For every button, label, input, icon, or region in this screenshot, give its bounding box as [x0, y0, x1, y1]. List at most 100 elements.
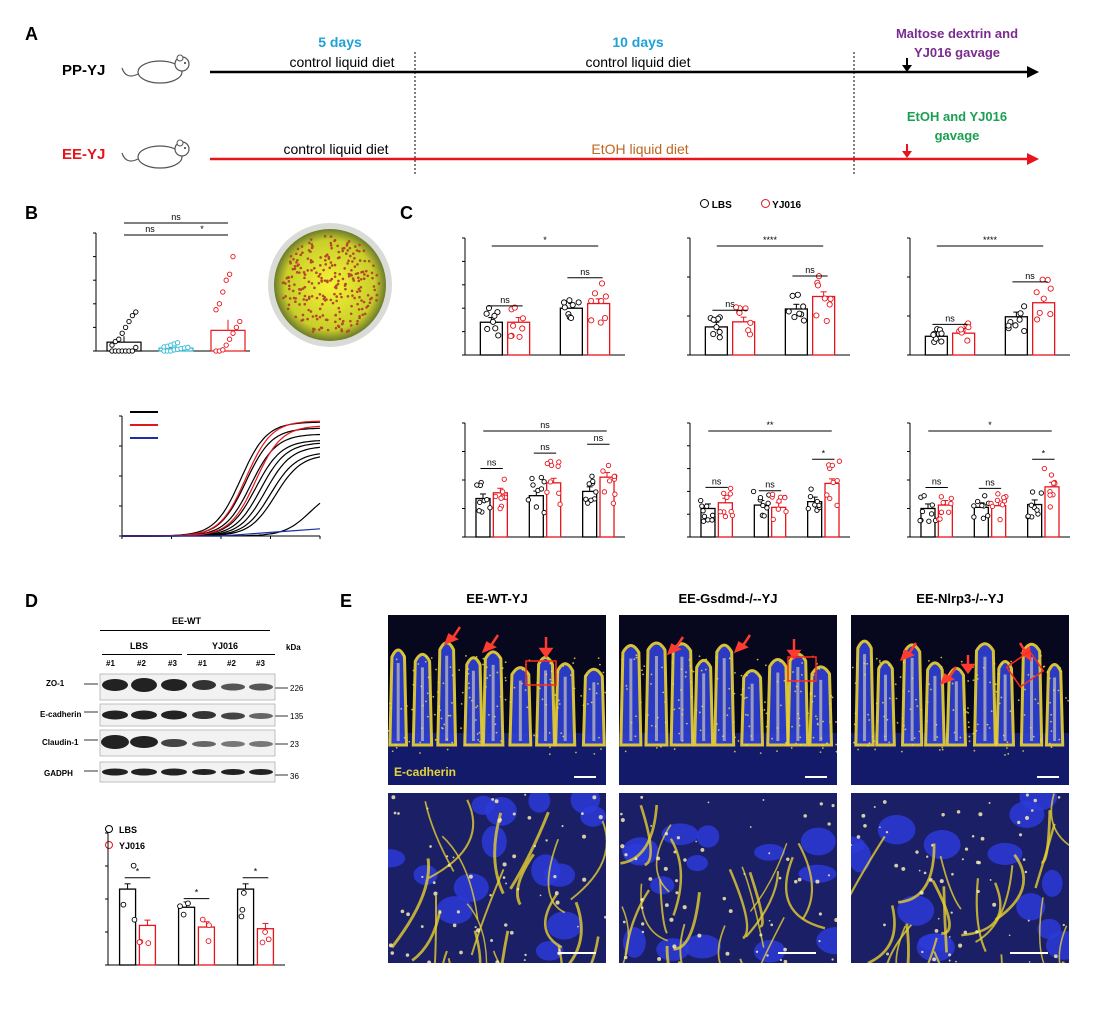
colony	[341, 250, 344, 253]
colony	[351, 294, 354, 297]
data-point	[792, 314, 797, 319]
ee-yj-label: EE-YJ	[62, 146, 105, 163]
data-point	[520, 326, 525, 331]
data-point	[498, 506, 502, 510]
pp-gavage-label: Maltose dextrin and YJ016 gavage	[872, 24, 1042, 62]
colony	[358, 244, 361, 247]
significance-label: ns	[725, 299, 735, 309]
bar	[529, 496, 543, 537]
colony	[334, 264, 337, 267]
colony	[311, 282, 314, 285]
colony	[341, 323, 344, 326]
significance-label: ns	[932, 477, 942, 487]
colony	[364, 313, 367, 316]
data-point	[260, 940, 265, 945]
colony	[339, 318, 342, 321]
data-point	[920, 509, 924, 513]
data-point	[929, 512, 933, 516]
colony	[371, 272, 374, 275]
colony	[356, 320, 359, 323]
colony	[357, 276, 360, 279]
colony	[289, 297, 292, 300]
amplification-curve	[122, 454, 320, 536]
data-point	[562, 305, 567, 310]
colony	[310, 238, 313, 241]
data-point	[748, 320, 753, 325]
lane-label: #2	[227, 659, 236, 668]
data-point	[520, 316, 525, 321]
data-point	[178, 904, 183, 909]
data-point	[824, 318, 829, 323]
data-point	[786, 309, 791, 314]
data-point	[965, 338, 970, 343]
data-point	[728, 486, 732, 490]
colony	[328, 256, 331, 259]
colony	[331, 278, 334, 281]
colony	[288, 285, 291, 288]
colony	[287, 308, 290, 311]
colony	[365, 306, 368, 309]
colony	[348, 240, 351, 243]
colony	[357, 272, 360, 275]
chart-dla-knockout: ns ns**	[865, 405, 1080, 570]
colony	[319, 316, 322, 319]
colony	[346, 262, 349, 265]
data-point	[592, 291, 597, 296]
mouse-icon-pp	[120, 48, 200, 88]
arrow-icon	[942, 667, 956, 683]
significance-label: ns	[540, 442, 550, 452]
colony	[351, 260, 354, 263]
data-point	[710, 518, 714, 522]
data-point	[990, 504, 994, 508]
mouse-icon-ee	[120, 133, 200, 173]
colony	[334, 286, 337, 289]
data-point	[488, 506, 492, 510]
colony	[363, 273, 366, 276]
data-point	[496, 333, 501, 338]
colony	[334, 320, 337, 323]
data-point	[539, 475, 543, 479]
arrow-icon	[963, 655, 973, 672]
image-title-nlrp3: EE-Nlrp3-/--YJ	[851, 591, 1069, 606]
colony	[320, 277, 323, 280]
data-point	[822, 296, 827, 301]
data-point	[132, 917, 137, 922]
data-point	[700, 504, 704, 508]
colony	[308, 280, 311, 283]
colony	[306, 318, 309, 321]
colony	[319, 308, 322, 311]
colony	[341, 330, 344, 333]
data-point	[1042, 466, 1046, 470]
colony	[302, 298, 305, 301]
data-point	[941, 500, 945, 504]
legend-yj-label: YJ016	[772, 200, 801, 211]
data-point	[606, 463, 610, 467]
zoom-region-box	[788, 657, 816, 681]
data-point	[783, 495, 787, 499]
data-point	[784, 509, 788, 513]
colony	[360, 286, 363, 289]
arrow-icon	[669, 637, 683, 653]
panel-label-c: C	[400, 203, 413, 224]
chart-fitc-dextran-knockout: nsnsnsns	[420, 405, 635, 570]
data-point	[231, 331, 235, 335]
colony	[327, 329, 330, 332]
significance-label: *	[988, 420, 992, 430]
blot-yj-label: YJ016	[212, 641, 238, 651]
data-point	[975, 499, 979, 503]
data-point	[830, 463, 834, 467]
data-point	[1048, 286, 1053, 291]
colony	[363, 301, 366, 304]
colony	[342, 320, 345, 323]
data-point	[939, 331, 944, 336]
significance-label: ****	[763, 235, 778, 245]
data-point	[938, 517, 942, 521]
colony	[351, 290, 354, 293]
data-point	[1002, 495, 1006, 499]
phase1-days: 5 days	[280, 34, 400, 50]
data-point	[698, 498, 702, 502]
colony	[363, 260, 366, 263]
data-point	[702, 514, 706, 518]
data-point	[599, 281, 604, 286]
data-point	[790, 293, 795, 298]
